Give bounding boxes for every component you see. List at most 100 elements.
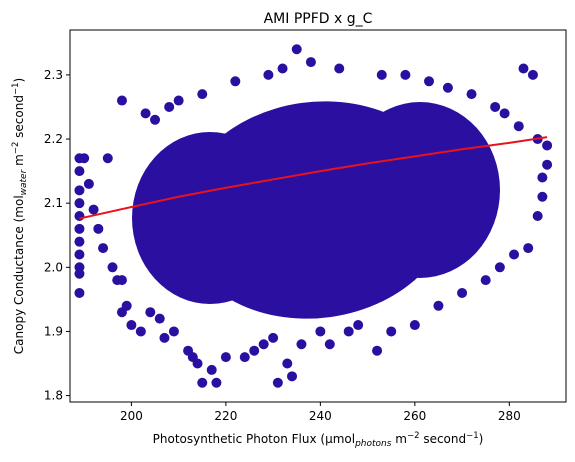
data-point [74, 249, 85, 260]
data-point [159, 332, 170, 343]
data-point [107, 262, 118, 273]
data-point [102, 153, 113, 164]
data-point [258, 339, 269, 350]
data-point [353, 320, 364, 331]
data-point [513, 121, 524, 132]
data-point [343, 326, 354, 337]
data-point [74, 198, 85, 209]
data-point [74, 287, 85, 298]
data-point [116, 95, 127, 106]
x-tick-label: 280 [498, 409, 521, 423]
data-point [305, 57, 316, 68]
data-point [79, 153, 90, 164]
data-point [74, 166, 85, 177]
data-point [74, 211, 85, 221]
scatter-points [74, 44, 553, 388]
x-tick-label: 240 [309, 409, 332, 423]
y-axis-label-subscript: water [19, 168, 29, 195]
data-point [542, 159, 553, 170]
data-point [466, 89, 477, 100]
data-point [291, 44, 302, 55]
data-point [121, 300, 132, 311]
x-axis-label-mid1: m [391, 432, 407, 446]
data-point [145, 307, 156, 318]
dense-point-cloud-left [132, 132, 288, 304]
trend-line [79, 136, 548, 220]
data-point [164, 101, 175, 112]
data-point [433, 300, 444, 311]
data-point [442, 82, 453, 93]
plot-frame [69, 29, 567, 403]
y-axis: 1.8 1.9 2.0 2.1 2.2 2.3 [44, 68, 70, 403]
data-point [230, 76, 241, 87]
data-point [93, 223, 104, 234]
data-point [532, 211, 543, 221]
data-point [277, 63, 288, 74]
data-point [74, 185, 85, 196]
data-point [197, 89, 208, 100]
y-axis-label-sup2: −1 [11, 82, 21, 95]
y-tick-label: 2.2 [44, 132, 63, 146]
data-point [249, 345, 260, 356]
data-point [372, 345, 383, 356]
data-point [197, 377, 208, 388]
data-point [386, 326, 397, 337]
y-axis-label-prefix: Canopy Conductance (mol [12, 195, 26, 354]
data-point [409, 320, 420, 331]
data-point [206, 364, 217, 375]
data-point [494, 262, 505, 273]
data-point [220, 352, 231, 363]
x-axis-label-mid2: second [420, 432, 467, 446]
data-point [315, 326, 326, 337]
chart-title: AMI PPFD x g_C [264, 11, 373, 27]
data-point [211, 377, 222, 388]
x-axis-label-sup1: −2 [407, 431, 420, 441]
y-tick-label: 2.1 [44, 196, 63, 210]
y-axis-label: Canopy Conductance (molwater m−2 second−… [11, 78, 29, 354]
data-point [282, 358, 293, 369]
data-point [324, 339, 335, 350]
data-point [150, 114, 161, 125]
data-point [74, 268, 85, 279]
data-point [509, 249, 520, 260]
data-point [523, 243, 534, 254]
y-axis-label-mid1: m [12, 154, 26, 170]
x-axis: 200 220 240 260 280 [120, 402, 521, 423]
data-point [376, 69, 387, 80]
data-point [168, 326, 179, 337]
y-tick-label: 1.9 [44, 324, 63, 338]
y-tick-label: 2.3 [44, 68, 63, 82]
data-point [74, 236, 85, 247]
point-cloud [132, 101, 500, 319]
data-point [518, 63, 529, 74]
data-point [135, 326, 146, 337]
data-point [192, 358, 203, 369]
y-tick-label: 2.0 [44, 260, 63, 274]
data-point [287, 371, 298, 382]
data-point [173, 95, 184, 106]
x-axis-label: Photosynthetic Photon Flux (µmolphotons … [153, 431, 484, 449]
data-point [154, 313, 165, 324]
data-point [98, 243, 109, 254]
data-point [457, 287, 468, 298]
data-point [74, 223, 85, 234]
data-point [542, 140, 553, 151]
x-axis-label-suffix: ) [479, 432, 484, 446]
data-point [239, 352, 250, 363]
data-point [116, 275, 127, 286]
data-point [527, 69, 538, 80]
data-point [400, 69, 411, 80]
y-axis-label-mid2: second [12, 95, 26, 142]
x-tick-label: 200 [120, 409, 143, 423]
data-point [480, 275, 491, 286]
data-point [424, 76, 435, 87]
data-point [268, 332, 279, 343]
x-axis-label-prefix: Photosynthetic Photon Flux (µmol [153, 432, 355, 446]
x-tick-label: 220 [214, 409, 237, 423]
data-point [83, 178, 94, 189]
data-point [537, 172, 548, 183]
data-point [263, 69, 274, 80]
data-point [334, 63, 345, 74]
y-axis-label-sup1: −2 [11, 142, 21, 155]
